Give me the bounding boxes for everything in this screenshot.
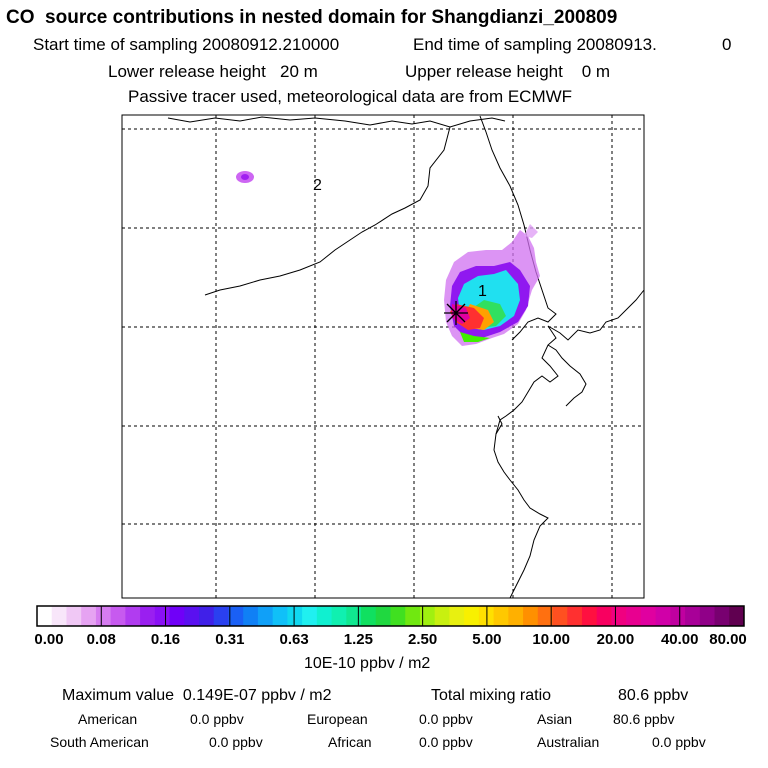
colorbar-swatch [640,606,657,626]
colorbar-tick-label: 40.00 [660,631,699,648]
colorbar-swatch [493,606,509,626]
colorbar-swatch [581,606,598,626]
region-european-value: 0.0 ppbv [419,711,473,727]
region-south-american-value: 0.0 ppbv [209,734,263,750]
colorbar-tick-label: 10.00 [532,631,570,648]
colorbar-tick-label: 0.00 [34,631,64,648]
colorbar-swatch [596,606,612,626]
colorbar-swatch [405,606,421,626]
colorbar-swatch [272,606,288,626]
colorbar-tick-label: 80.00 [709,631,747,648]
colorbar-swatch [81,606,97,626]
region-label-1: 1 [478,283,487,300]
colorbar-swatch [66,606,82,626]
region-african-name: African [328,734,372,750]
colorbar-swatch [626,606,642,626]
colorbar-swatch [390,606,406,626]
concentration-plume [236,171,540,346]
colorbar-units: 10E-10 ppbv / m2 [304,655,431,672]
region-european-name: European [307,711,368,727]
colorbar-swatch [714,606,730,626]
colorbar-swatch [464,606,480,626]
colorbar-swatch [537,606,554,626]
sampling-end: End time of sampling 20080913. [413,35,657,54]
colorbar-tick-label: 0.08 [86,631,116,648]
colorbar-swatch [611,606,627,626]
colorbar-swatch [37,606,53,626]
colorbar-swatch [567,606,583,626]
colorbar-swatch [508,606,524,626]
colorbar-swatch [699,606,716,626]
maximum-value: Maximum value 0.149E-07 ppbv / m2 [62,687,332,704]
region-american-name: American [78,711,138,727]
colorbar-tick-label: 0.31 [215,631,245,648]
region-australian-name: Australian [537,734,600,750]
colorbar-swatch [213,606,229,626]
region-american-value: 0.0 ppbv [190,711,244,727]
asterisk-icon [444,301,468,325]
colorbar-frame [36,605,745,627]
colorbar-swatch [316,606,333,626]
colorbar-swatch [95,606,112,626]
colorbar-tick-label: 0.16 [150,631,181,648]
colorbar-swatch [184,606,200,626]
colorbar-tick-label: 5.00 [472,631,502,648]
colorbar-swatch [287,606,303,626]
colorbar-swatch [199,606,215,626]
region-african-value: 0.0 ppbv [419,734,473,750]
colorbar-swatch [346,606,362,626]
colorbar-swatch [154,606,171,626]
colorbar-swatch [361,606,377,626]
colorbar-swatch [685,606,701,626]
colorbar-tick-label: 20.00 [596,631,635,648]
colorbar-tick-label: 2.50 [408,631,438,648]
total-mixing-value: 80.6 ppbv [618,687,689,704]
region-asian-name: Asian [537,711,573,727]
region-asian-value: 80.6 ppbv [613,711,675,727]
colorbar-swatch [302,606,318,626]
sampling-start: Start time of sampling 20080912.210000 [33,35,340,54]
colorbar-swatch [523,606,539,626]
colorbar-swatch [434,606,450,626]
upper-release-height: Upper release height 0 m [405,62,611,81]
colorbar [37,606,745,626]
colorbar-swatch [331,606,347,626]
lower-release-height: Lower release height 20 m [108,62,318,81]
colorbar-swatch [110,606,126,626]
colorbar-swatch [552,606,568,626]
colorbar-swatch [257,606,274,626]
colorbar-swatch [243,606,259,626]
region-australian-value: 0.0 ppbv [652,734,706,750]
colorbar-swatch [375,606,391,626]
colorbar-swatch [228,606,244,626]
region-south-american-name: South American [50,734,149,750]
sampling-end-hour: 0 [722,35,732,54]
colorbar-swatch [169,606,185,626]
plot-title: CO source contributions in nested domain… [6,7,618,28]
total-mixing-label: Total mixing ratio [431,687,552,704]
colorbar-swatch [670,606,686,626]
map-gridlines [122,115,644,598]
tracer-note: Passive tracer used, meteorological data… [128,87,573,106]
colorbar-swatch [655,606,671,626]
colorbar-swatch [51,606,67,626]
region-label-2: 2 [313,177,322,194]
map-frame [121,114,645,599]
colorbar-swatch [419,606,436,626]
colorbar-tick-label: 1.25 [343,631,373,648]
colorbar-swatch [449,606,465,626]
colorbar-tick-label: 0.63 [279,631,309,648]
colorbar-swatch [729,606,745,626]
colorbar-swatch [125,606,141,626]
colorbar-swatch [140,606,156,626]
